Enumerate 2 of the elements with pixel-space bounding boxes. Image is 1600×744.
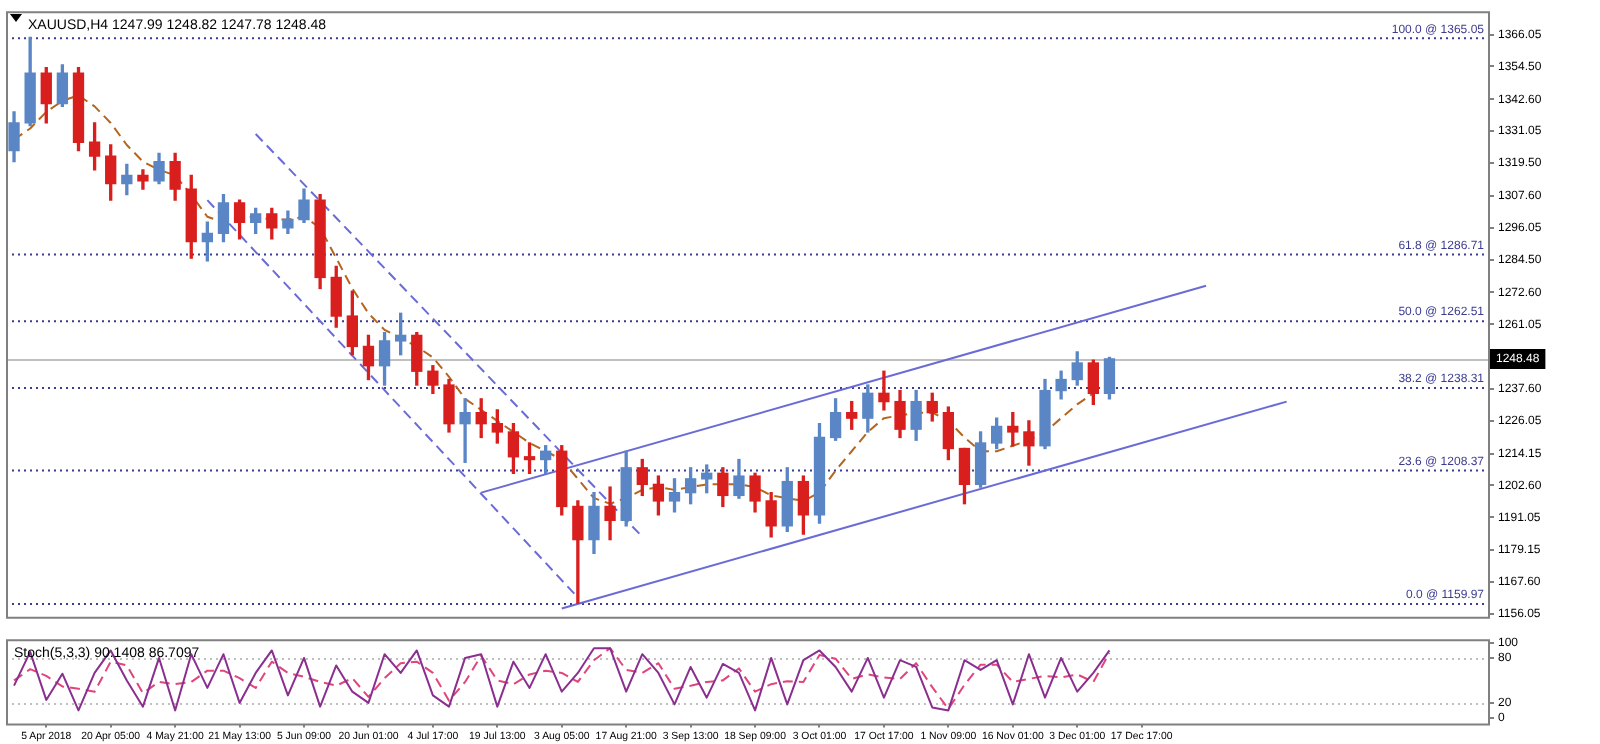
candlestick (878, 370, 890, 411)
candlestick (459, 398, 471, 463)
